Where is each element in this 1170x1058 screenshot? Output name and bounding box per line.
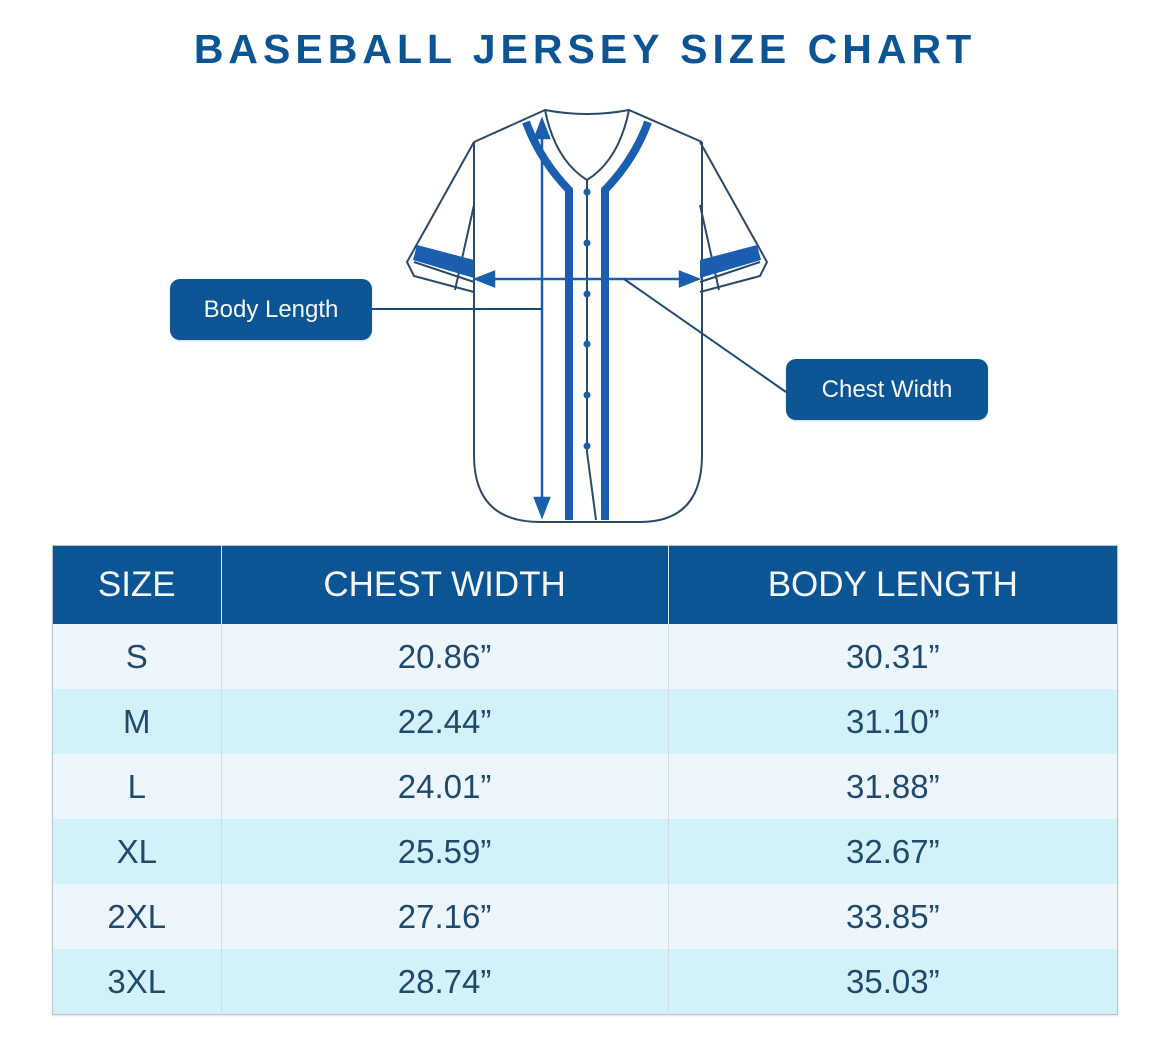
chest-width-cell: 22.44” [221, 689, 669, 754]
table-row: XL 25.59” 32.67” [52, 819, 1118, 884]
table-row: L 24.01” 31.88” [52, 754, 1118, 819]
body-length-cell: 32.67” [668, 819, 1118, 884]
page-title: BASEBALL JERSEY SIZE CHART [193, 26, 977, 72]
table-header-row: SIZE CHEST WIDTH BODY LENGTH [52, 545, 1118, 624]
body-length-cell: 31.10” [668, 689, 1118, 754]
body-length-cell: 33.85” [668, 884, 1118, 949]
body-length-cell: 30.31” [668, 624, 1118, 689]
chest-width-cell: 25.59” [221, 819, 669, 884]
chest-width-callout: Chest Width [786, 359, 988, 420]
body-length-callout: Body Length [170, 279, 372, 340]
header-size: SIZE [52, 545, 222, 624]
chest-width-cell: 28.74” [221, 949, 669, 1015]
body-length-cell: 31.88” [668, 754, 1118, 819]
size-cell: S [52, 624, 222, 689]
size-table: SIZE CHEST WIDTH BODY LENGTH S 20.86” 30… [52, 545, 1118, 1015]
size-cell: 3XL [52, 949, 222, 1015]
table-row: 2XL 27.16” 33.85” [52, 884, 1118, 949]
size-cell: XL [52, 819, 222, 884]
body-length-cell: 35.03” [668, 949, 1118, 1015]
baseball-jersey-icon [372, 108, 787, 523]
table-row: M 22.44” 31.10” [52, 689, 1118, 754]
chest-width-cell: 24.01” [221, 754, 669, 819]
header-chest-width: CHEST WIDTH [221, 545, 669, 624]
size-cell: 2XL [52, 884, 222, 949]
size-cell: M [52, 689, 222, 754]
chest-width-cell: 20.86” [221, 624, 669, 689]
table-row: S 20.86” 30.31” [52, 624, 1118, 689]
table-row: 3XL 28.74” 35.03” [52, 949, 1118, 1015]
size-cell: L [52, 754, 222, 819]
header-body-length: BODY LENGTH [668, 545, 1118, 624]
chest-width-cell: 27.16” [221, 884, 669, 949]
